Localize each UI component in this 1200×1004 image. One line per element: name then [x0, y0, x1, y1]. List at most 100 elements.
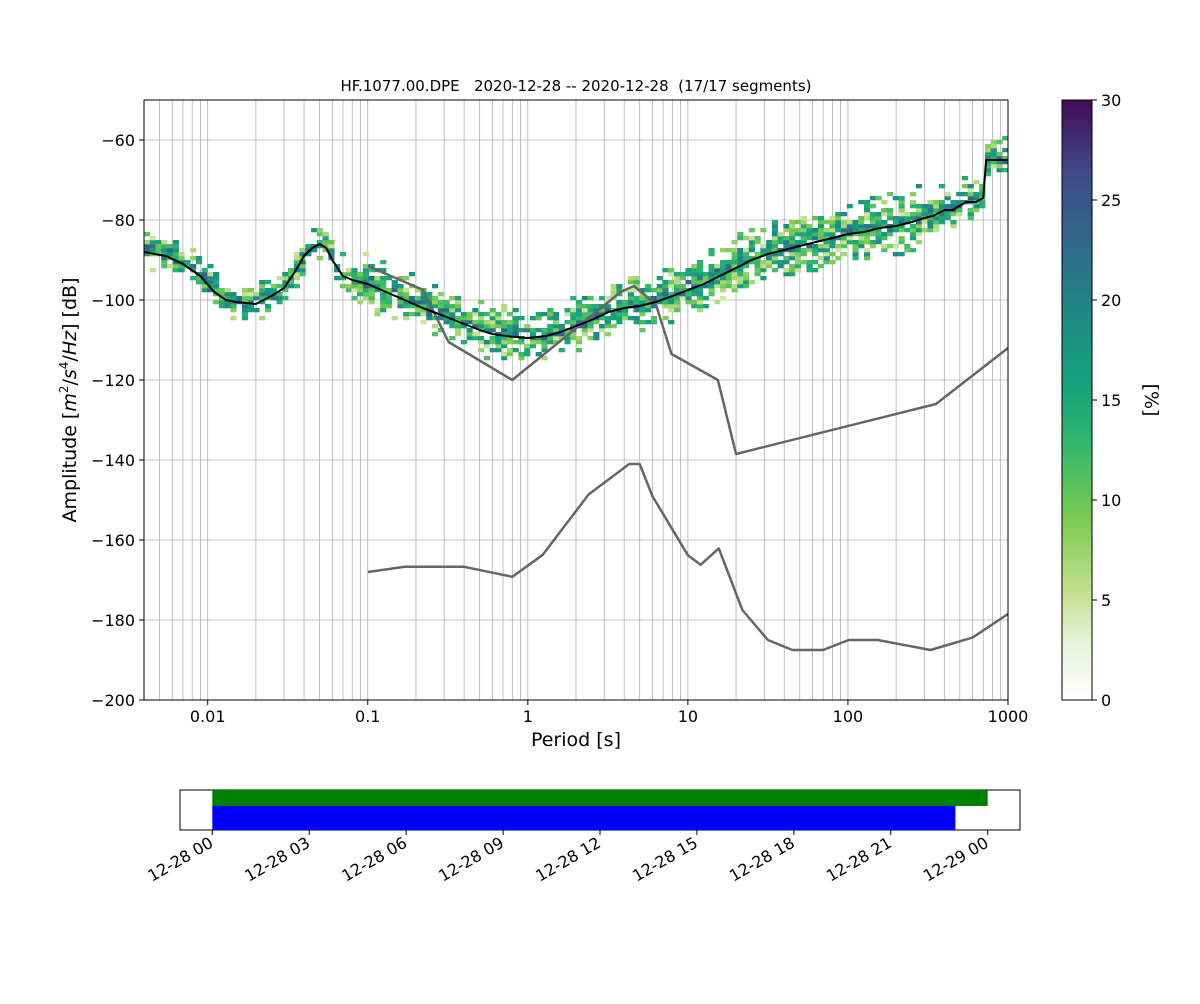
heatmap-cell — [852, 240, 859, 245]
heatmap-cell — [852, 220, 859, 225]
heatmap-cell — [368, 280, 375, 285]
heatmap-cell — [812, 228, 819, 233]
heatmap-cell — [385, 288, 393, 293]
heatmap-cell — [616, 288, 623, 293]
heatmap-cell — [512, 348, 519, 353]
heatmap-cell — [178, 260, 185, 265]
heatmap-cell — [489, 340, 496, 345]
heatmap-cell — [783, 244, 790, 249]
heatmap-cell — [374, 308, 381, 313]
heatmap-cell — [806, 260, 813, 265]
heatmap-cell — [213, 276, 220, 281]
heatmap-cell — [823, 248, 830, 253]
heatmap-cell — [432, 316, 439, 321]
time-tick-label: 12-28 12 — [532, 833, 604, 885]
heatmap-cell — [771, 236, 778, 241]
heatmap-cell — [316, 240, 323, 245]
heatmap-cell — [541, 312, 548, 317]
heatmap-cell — [708, 272, 715, 277]
heatmap-cell — [806, 248, 813, 253]
heatmap-cell — [869, 224, 876, 229]
heatmap-cell — [720, 260, 727, 265]
heatmap-cell — [604, 332, 611, 337]
heatmap-cell — [633, 316, 640, 321]
heatmap-cell — [846, 240, 853, 245]
heatmap-cell — [432, 324, 439, 329]
time-tick-label: 12-28 06 — [338, 833, 410, 885]
heatmap-cell — [691, 292, 698, 297]
heatmap-cell — [887, 212, 894, 217]
heatmap-cell — [201, 268, 208, 273]
heatmap-cell — [380, 304, 387, 309]
curves-layer — [144, 159, 1008, 652]
heatmap-cell — [691, 272, 698, 277]
heatmap-cell — [541, 348, 548, 353]
heatmap-cell — [927, 224, 934, 229]
heatmap-cell — [299, 272, 306, 277]
heatmap-cell — [466, 328, 473, 333]
heatmap-cell — [224, 296, 231, 301]
heatmap-cell — [696, 292, 704, 297]
heatmap-cell — [858, 200, 865, 205]
heatmap-cell — [357, 272, 364, 277]
heatmap-cell — [299, 268, 306, 273]
heatmap-cell — [789, 264, 796, 269]
heatmap-cell — [460, 312, 467, 317]
heatmap-cell — [771, 224, 778, 229]
heatmap-cell — [737, 260, 744, 265]
heatmap-cell — [552, 316, 560, 321]
heatmap-cell — [950, 204, 957, 209]
heatmap-cell — [149, 240, 156, 245]
heatmap-cell — [864, 248, 871, 253]
heatmap-cell — [506, 340, 514, 345]
heatmap-cell — [875, 220, 882, 225]
heatmap-cell — [512, 320, 519, 325]
heatmap-cell — [443, 316, 450, 321]
heatmap-cell — [472, 336, 479, 341]
y-tick-label: −80 — [101, 211, 135, 230]
heatmap-cell — [823, 240, 830, 245]
heatmap-cell — [207, 280, 214, 285]
heatmap-cell — [449, 336, 456, 341]
heatmap-cell — [633, 284, 640, 289]
heatmap-cell — [898, 236, 905, 241]
heatmap-cell — [201, 288, 208, 293]
heatmap-cell — [293, 256, 300, 261]
heatmap-cell — [149, 244, 156, 249]
heatmap-cell — [656, 292, 663, 297]
heatmap-cell — [662, 288, 669, 293]
heatmap-cell — [639, 320, 646, 325]
heatmap-cell — [391, 316, 398, 321]
heatmap-cell — [869, 244, 876, 249]
heatmap-cell — [933, 216, 940, 221]
heatmap-cell — [754, 272, 761, 277]
heatmap-cell — [708, 252, 715, 257]
y-tick-label: −200 — [91, 691, 135, 710]
heatmap-cell — [207, 264, 214, 269]
heatmap-cell — [403, 300, 410, 305]
heatmap-cell — [673, 296, 681, 301]
heatmap-cell — [288, 272, 295, 277]
x-tick-label: 0.01 — [190, 707, 226, 726]
heatmap-cell — [501, 320, 508, 325]
heatmap-cell — [201, 272, 208, 277]
heatmap-cell — [864, 212, 871, 217]
heatmap-cell — [702, 304, 709, 309]
heatmap-cell — [282, 272, 289, 277]
heatmap-cell — [276, 276, 283, 281]
heatmap-cell — [259, 284, 266, 289]
heatmap-cell — [161, 248, 168, 253]
heatmap-cell — [754, 236, 761, 241]
heatmap-cell — [720, 268, 727, 273]
heatmap-cell — [864, 228, 871, 233]
heatmap-cell — [576, 304, 583, 309]
heatmap-cell — [835, 212, 842, 217]
heatmap-cell — [910, 200, 917, 205]
heatmap-cell — [979, 184, 986, 189]
heatmap-cell — [391, 280, 398, 285]
heatmap-cell — [322, 248, 329, 253]
heatmap-cell — [668, 296, 675, 301]
heatmap-cell — [374, 312, 381, 317]
heatmap-cell — [172, 240, 179, 245]
heatmap-cell — [604, 316, 611, 321]
